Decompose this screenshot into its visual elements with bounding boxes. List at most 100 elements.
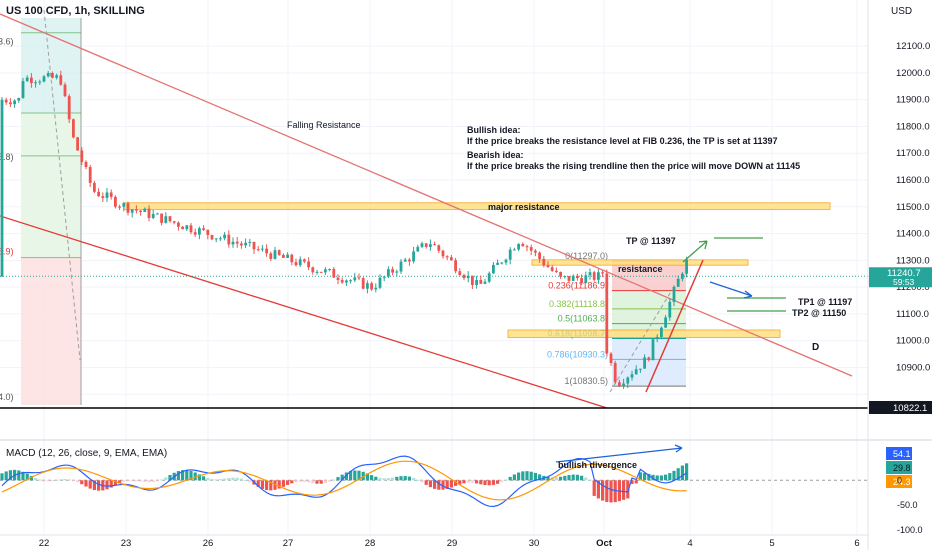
time-tick-label: 6 bbox=[854, 538, 859, 549]
candle-body bbox=[0, 99, 4, 277]
bearish-title: Bearish idea: bbox=[467, 150, 524, 160]
macd-bar bbox=[420, 480, 424, 483]
candle-body bbox=[685, 259, 688, 274]
candle-body bbox=[374, 287, 378, 290]
candle-body bbox=[378, 277, 382, 288]
macd-value-label: 29.8 bbox=[893, 463, 911, 473]
candle-body bbox=[17, 97, 21, 101]
macd-bar bbox=[374, 476, 378, 481]
candle-body bbox=[206, 229, 210, 236]
candle-body bbox=[294, 262, 298, 266]
macd-bar bbox=[349, 471, 353, 481]
macd-bar bbox=[647, 473, 651, 481]
candle-body bbox=[471, 275, 474, 285]
candle-body bbox=[181, 226, 184, 230]
time-tick-label: 26 bbox=[203, 538, 214, 549]
macd-bar bbox=[638, 472, 642, 481]
d-label: D bbox=[812, 342, 819, 353]
macd-bar bbox=[181, 470, 185, 481]
macd-bar bbox=[76, 480, 80, 483]
candle-body bbox=[42, 76, 46, 82]
macd-bar bbox=[134, 480, 138, 482]
macd-bar bbox=[214, 479, 218, 481]
macd-bar bbox=[46, 480, 50, 482]
candle-body bbox=[479, 279, 483, 284]
macd-bar bbox=[651, 474, 655, 481]
candle-body bbox=[38, 81, 42, 83]
candle-body bbox=[122, 203, 126, 207]
candle-body bbox=[517, 243, 520, 250]
time-tick-label: 4 bbox=[687, 538, 692, 549]
macd-bar bbox=[315, 480, 319, 484]
macd-bar bbox=[126, 480, 130, 482]
macd-bar bbox=[433, 480, 437, 489]
candle-body bbox=[109, 192, 113, 197]
macd-tick-label: -100.0 bbox=[897, 525, 923, 535]
candle-body bbox=[80, 150, 84, 162]
candle-body bbox=[584, 275, 588, 283]
macd-bar bbox=[554, 477, 558, 481]
macd-bar bbox=[302, 480, 306, 482]
time-tick-label: 23 bbox=[121, 538, 132, 549]
macd-bar bbox=[147, 480, 151, 483]
candle-body bbox=[366, 283, 369, 289]
candle-body bbox=[189, 225, 193, 233]
candle-body bbox=[34, 82, 37, 84]
candle-body bbox=[223, 234, 226, 239]
macd-bar bbox=[248, 480, 252, 483]
macd-bar bbox=[437, 480, 441, 490]
candle-body bbox=[130, 209, 134, 213]
candle-body bbox=[277, 250, 281, 255]
candle-body bbox=[391, 269, 394, 273]
candle-body bbox=[521, 243, 525, 247]
time-tick-label: 5 bbox=[769, 538, 774, 549]
candle-body bbox=[13, 100, 16, 105]
candle-body bbox=[193, 232, 197, 235]
currency-label: USD bbox=[891, 6, 913, 17]
candle-body bbox=[529, 247, 533, 251]
bearish-arrow bbox=[709, 281, 753, 299]
macd-value-badge bbox=[886, 461, 912, 474]
price-tick-label: 11000.0 bbox=[896, 336, 930, 347]
macd-bar bbox=[122, 480, 126, 482]
candle-body bbox=[626, 377, 630, 384]
candle-body bbox=[504, 259, 508, 263]
macd-bar bbox=[160, 479, 164, 481]
macd-bar bbox=[4, 471, 8, 481]
macd-bar bbox=[395, 476, 399, 481]
candle-body bbox=[46, 73, 50, 77]
macd-bar bbox=[538, 474, 542, 481]
macd-bar bbox=[391, 477, 395, 481]
candle-body bbox=[244, 242, 247, 246]
candle-body bbox=[643, 357, 646, 369]
candle-body bbox=[353, 277, 357, 281]
macd-bar bbox=[668, 473, 672, 481]
macd-bar bbox=[428, 480, 432, 488]
fib-label: 0.382(11118.8) bbox=[549, 299, 608, 309]
fib-label: 0.5(11063.8) bbox=[558, 314, 608, 324]
macd-bar bbox=[218, 479, 222, 481]
candle-body bbox=[483, 281, 487, 284]
macd-bar bbox=[59, 479, 63, 481]
candle-body bbox=[639, 368, 642, 370]
macd-bar bbox=[559, 476, 563, 481]
macd-bar bbox=[92, 480, 96, 491]
falling-support-line bbox=[0, 215, 608, 409]
macd-bar bbox=[517, 472, 521, 481]
macd-bar bbox=[487, 480, 491, 486]
tp1-label: TP1 @ 11197 bbox=[798, 297, 852, 307]
symbol-title: US 100 CFD, 1h, SKILLING bbox=[6, 5, 145, 17]
macd-bar bbox=[609, 480, 613, 503]
macd-bar bbox=[563, 475, 567, 481]
candle-body bbox=[609, 353, 613, 364]
left-sl-zone bbox=[21, 257, 81, 405]
macd-bar bbox=[424, 480, 428, 485]
candle-body bbox=[613, 363, 617, 383]
macd-bar bbox=[130, 480, 134, 482]
candle-body bbox=[433, 244, 436, 246]
projection-line bbox=[43, 9, 81, 361]
fib-edge-label: 4.0) bbox=[0, 392, 14, 402]
time-tick-label: 30 bbox=[529, 538, 540, 549]
candle-body bbox=[559, 271, 562, 277]
